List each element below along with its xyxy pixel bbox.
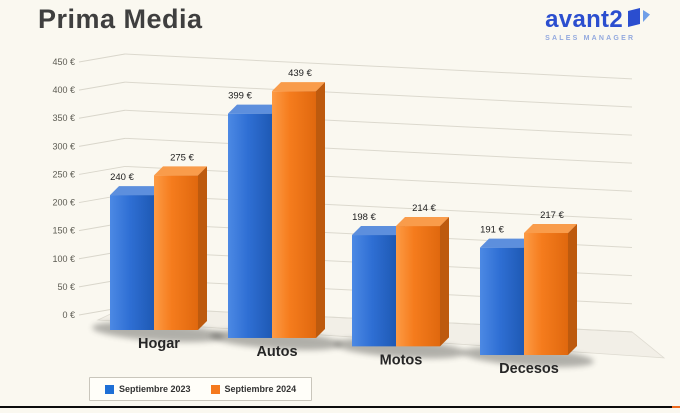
brand-name: avant2 — [545, 6, 623, 33]
bar-top-face — [396, 217, 449, 227]
y-axis-tick-leader — [78, 109, 126, 119]
y-tick-label: 50 € — [57, 282, 75, 292]
bar-value-label: 439 € — [288, 68, 312, 79]
y-tick-label: 350 € — [52, 113, 75, 123]
gridline — [124, 109, 633, 136]
y-tick-label: 150 € — [52, 226, 75, 236]
bar-top-face — [272, 82, 325, 92]
bar-front-face — [110, 195, 154, 330]
bar-value-label: 214 € — [412, 203, 436, 214]
brand-logo: avant2 SALES MANAGER — [545, 8, 652, 42]
bar-front-face — [480, 247, 524, 356]
bar-value-label: 275 € — [170, 152, 194, 163]
bar-side-face — [440, 217, 449, 347]
gridline — [124, 194, 633, 220]
y-tick-label: 200 € — [52, 198, 75, 208]
bar-value-label: 399 € — [228, 91, 252, 102]
y-axis-tick-leader — [78, 165, 126, 175]
bar-value-label: 217 € — [540, 210, 564, 221]
bar-front-face — [352, 235, 396, 347]
legend-swatch-blue — [105, 384, 114, 394]
bar-top-face — [110, 186, 163, 196]
category-label: Motos — [380, 352, 423, 368]
bar-top-face — [154, 166, 207, 176]
y-tick-label: 400 € — [52, 85, 75, 95]
legend-label-2023: Septiembre 2023 — [119, 384, 191, 394]
bar-front-face — [396, 226, 440, 347]
y-tick-label: 450 € — [52, 57, 75, 67]
y-tick-label: 250 € — [52, 169, 75, 179]
bar-top-face — [228, 104, 281, 114]
legend-item-septiembre-2024: Septiembre 2024 — [210, 384, 297, 394]
brand-book-icon — [628, 8, 650, 27]
bar-value-label: 191 € — [480, 225, 504, 236]
bar-value-label: 198 € — [352, 212, 376, 223]
y-tick-label: 300 € — [52, 141, 75, 151]
chart-legend: Septiembre 2023 Septiembre 2024 — [89, 377, 313, 401]
bar-top-face — [524, 224, 577, 234]
y-axis-tick-leader — [78, 137, 126, 147]
gridline — [124, 81, 633, 108]
bar-front-face — [272, 91, 316, 338]
bar-side-face — [316, 82, 325, 338]
category-label: Hogar — [138, 336, 180, 352]
bar-top-face — [480, 238, 533, 248]
bottom-edge-line-orange-tip — [672, 406, 680, 408]
gridline — [124, 137, 633, 164]
category-label: Autos — [256, 344, 297, 360]
bar-top-face — [352, 226, 405, 236]
brand-tagline: SALES MANAGER — [545, 35, 636, 42]
legend-swatch-orange — [210, 384, 220, 394]
y-axis-tick-leader — [78, 53, 126, 63]
bar-front-face — [154, 175, 198, 330]
y-tick-label: 0 € — [62, 310, 75, 320]
bar-side-face — [198, 166, 207, 330]
brand-row: avant2 — [545, 8, 652, 32]
bar-value-label: 240 € — [110, 172, 134, 183]
y-axis-tick-leader — [78, 81, 126, 91]
gridline — [124, 53, 633, 80]
legend-item-septiembre-2023: Septiembre 2023 — [105, 384, 191, 394]
bar-front-face — [524, 233, 568, 356]
bar-side-face — [568, 224, 577, 356]
bar-front-face — [228, 113, 272, 338]
legend-label-2024: Septiembre 2024 — [224, 384, 297, 394]
bottom-edge-line — [0, 406, 672, 408]
category-label: Decesos — [499, 361, 559, 377]
gridline — [124, 165, 633, 192]
y-tick-label: 100 € — [52, 254, 75, 264]
page-title: Prima Media — [38, 4, 203, 34]
